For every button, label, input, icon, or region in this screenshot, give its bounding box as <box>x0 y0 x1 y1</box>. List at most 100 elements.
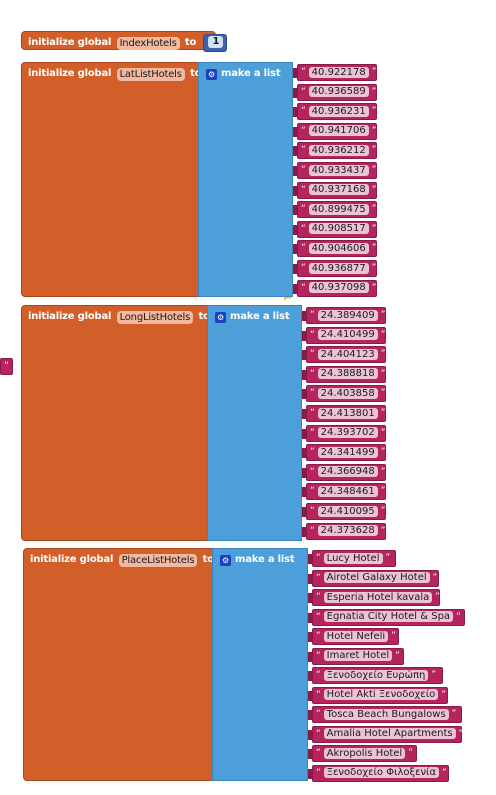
open-quote-icon: “ <box>316 650 321 661</box>
text-string-block[interactable]: “24.389409” <box>306 307 387 324</box>
text-string-block[interactable]: “24.410499” <box>306 326 387 344</box>
text-string-block[interactable]: “40.933437” <box>297 162 378 179</box>
text-string-block[interactable]: “40.936231” <box>297 103 378 121</box>
text-string-block[interactable]: “40.941706” <box>297 122 378 140</box>
text-value-field[interactable]: 24.393702 <box>317 427 378 439</box>
text-value-field[interactable]: Egnatia City Hotel & Spa <box>323 611 454 622</box>
text-value-field[interactable]: 40.936589 <box>308 86 369 98</box>
text-string-block[interactable]: “24.341499” <box>306 444 387 462</box>
text-value-field[interactable]: 24.404123 <box>317 348 378 360</box>
text-string-block[interactable]: “Lucy Hotel” <box>312 550 396 567</box>
text-value-field[interactable]: 40.922178 <box>308 66 369 78</box>
variable-name-field[interactable]: IndexHotels <box>116 36 180 50</box>
text-value-field[interactable]: Esperia Hotel kavala <box>323 591 433 603</box>
text-string-block[interactable]: “24.403858” <box>306 385 387 403</box>
text-value-field[interactable]: 24.410095 <box>317 505 378 517</box>
make-a-list-block[interactable]: ⚙ make a list <box>207 305 302 541</box>
text-string-block[interactable]: “24.413801” <box>306 405 387 422</box>
text-value-field[interactable]: Amalia Hotel Apartments <box>323 728 456 739</box>
socket-tab <box>302 330 306 341</box>
text-value-field[interactable]: 40.937098 <box>308 282 369 294</box>
text-value-field[interactable]: Ξενοδοχείο Φιλοξενία <box>323 767 440 778</box>
text-value-field[interactable]: 40.936231 <box>308 105 369 117</box>
text-value-field[interactable]: Hotel Akti Ξενοδοχείο <box>323 689 439 700</box>
text-value-field[interactable]: 40.937168 <box>308 184 369 196</box>
text-string-block[interactable]: “40.922178” <box>297 64 378 81</box>
socket-tab <box>302 428 306 439</box>
make-a-list-block[interactable]: ⚙ make a list <box>198 62 293 297</box>
gear-icon[interactable]: ⚙ <box>206 68 217 80</box>
text-value-field[interactable]: 40.908517 <box>308 223 369 235</box>
socket-tab <box>293 146 297 157</box>
text-string-block[interactable]: “Egnatia City Hotel & Spa” <box>312 608 465 626</box>
text-value-field[interactable]: 24.413801 <box>317 407 378 419</box>
text-string-block[interactable]: “Imaret Hotel” <box>312 647 404 665</box>
text-string-block[interactable]: “40.936212” <box>297 142 378 160</box>
socket-tab <box>302 311 306 321</box>
open-quote-icon: “ <box>316 709 321 719</box>
variable-name-field[interactable]: PlaceListHotels <box>118 553 198 567</box>
text-value-field[interactable]: Tosca Beach Bungalows <box>323 708 449 720</box>
text-value-field[interactable]: 24.410499 <box>317 329 378 341</box>
text-string-block[interactable]: “Ξενοδοχείο Φιλοξενία” <box>312 764 449 782</box>
text-string-block[interactable]: “40.936877” <box>297 260 378 277</box>
text-value-field[interactable]: 24.341499 <box>317 446 378 458</box>
text-string-block[interactable]: “Tosca Beach Bungalows” <box>312 706 462 723</box>
init-latlisthotels-block[interactable]: initialize global LatListHotels to <box>21 62 202 297</box>
text-value-field[interactable]: 40.904606 <box>308 242 369 254</box>
text-value-field[interactable]: Imaret Hotel <box>323 650 393 661</box>
text-string-block[interactable]: “Akropolis Hotel” <box>312 745 417 762</box>
text-string-block[interactable]: “Amalia Hotel Apartments” <box>312 725 463 743</box>
text-value-field[interactable]: Akropolis Hotel <box>323 747 406 759</box>
open-quote-icon: “ <box>301 223 306 234</box>
text-string-block[interactable]: “24.366948” <box>306 463 387 481</box>
text-string-block[interactable]: “24.388818” <box>306 365 387 383</box>
text-value-field[interactable]: 24.403858 <box>317 387 378 399</box>
gear-icon[interactable]: ⚙ <box>220 554 231 566</box>
text-string-block[interactable]: “40.937098” <box>297 279 378 297</box>
text-value-field[interactable]: Airotel Galaxy Hotel <box>323 572 430 583</box>
number-value-field[interactable]: 1 <box>208 36 224 48</box>
text-value-field[interactable]: 24.366948 <box>317 466 378 478</box>
text-string-block[interactable]: “24.410095” <box>306 503 387 520</box>
text-value-field[interactable]: 24.388818 <box>317 368 378 380</box>
text-value-field[interactable]: 24.373628 <box>317 525 378 537</box>
text-string-block[interactable]: “Esperia Hotel kavala” <box>312 589 440 606</box>
text-string-block[interactable]: “24.348461” <box>306 483 387 501</box>
text-string-block[interactable]: “40.904606” <box>297 240 378 258</box>
variable-name-field[interactable]: LongListHotels <box>116 310 194 324</box>
text-value-field[interactable]: 24.348461 <box>317 485 378 497</box>
text-string-block[interactable]: “24.373628” <box>306 522 387 540</box>
text-string-block[interactable]: “Airotel Galaxy Hotel” <box>312 569 439 587</box>
init-indexhotels-block[interactable]: initialize global IndexHotels to 1 <box>21 31 228 52</box>
text-string-block[interactable]: “24.404123” <box>306 346 387 364</box>
open-quote-icon: “ <box>310 466 315 477</box>
text-value-field[interactable]: 40.941706 <box>308 125 369 137</box>
text-value-field[interactable]: Lucy Hotel <box>323 552 383 564</box>
stray-text-block[interactable]: " <box>0 358 13 375</box>
close-quote-icon: ” <box>380 506 386 516</box>
close-quote-icon: ” <box>408 748 413 758</box>
text-value-field[interactable]: 40.899475 <box>308 203 369 215</box>
init-longlisthotels-block[interactable]: initialize global LongListHotels to <box>21 305 210 541</box>
text-string-block[interactable]: “24.393702” <box>306 424 387 442</box>
number-block[interactable]: 1 <box>203 34 228 52</box>
text-string-block[interactable]: “Hotel Akti Ξενοδοχείο” <box>312 686 448 704</box>
text-string-block[interactable]: “40.936589” <box>297 83 378 101</box>
text-value-field[interactable]: 40.933437 <box>308 164 369 176</box>
text-string-block[interactable]: “40.899475” <box>297 201 378 219</box>
init-placelisthotels-block[interactable]: initialize global PlaceListHotels to <box>23 548 215 781</box>
variable-name-field[interactable]: LatListHotels <box>116 67 185 81</box>
text-string-block[interactable]: “Hotel Nefeli” <box>312 628 399 645</box>
text-string-block[interactable]: “40.937168” <box>297 181 378 199</box>
gear-icon[interactable]: ⚙ <box>215 311 226 323</box>
text-value-field[interactable]: 40.936212 <box>308 144 369 156</box>
make-a-list-block[interactable]: ⚙ make a list <box>212 548 308 781</box>
text-value-field[interactable]: 40.936877 <box>308 262 369 274</box>
text-value-field[interactable]: Ξενοδοχείο Ευρώπη <box>323 669 429 681</box>
text-string-block[interactable]: “Ξενοδοχείο Ευρώπη” <box>312 667 443 684</box>
text-value-field[interactable]: 24.389409 <box>317 309 378 321</box>
close-quote-icon: ” <box>432 572 438 583</box>
text-string-block[interactable]: “40.908517” <box>297 220 378 238</box>
text-value-field[interactable]: Hotel Nefeli <box>323 630 389 642</box>
